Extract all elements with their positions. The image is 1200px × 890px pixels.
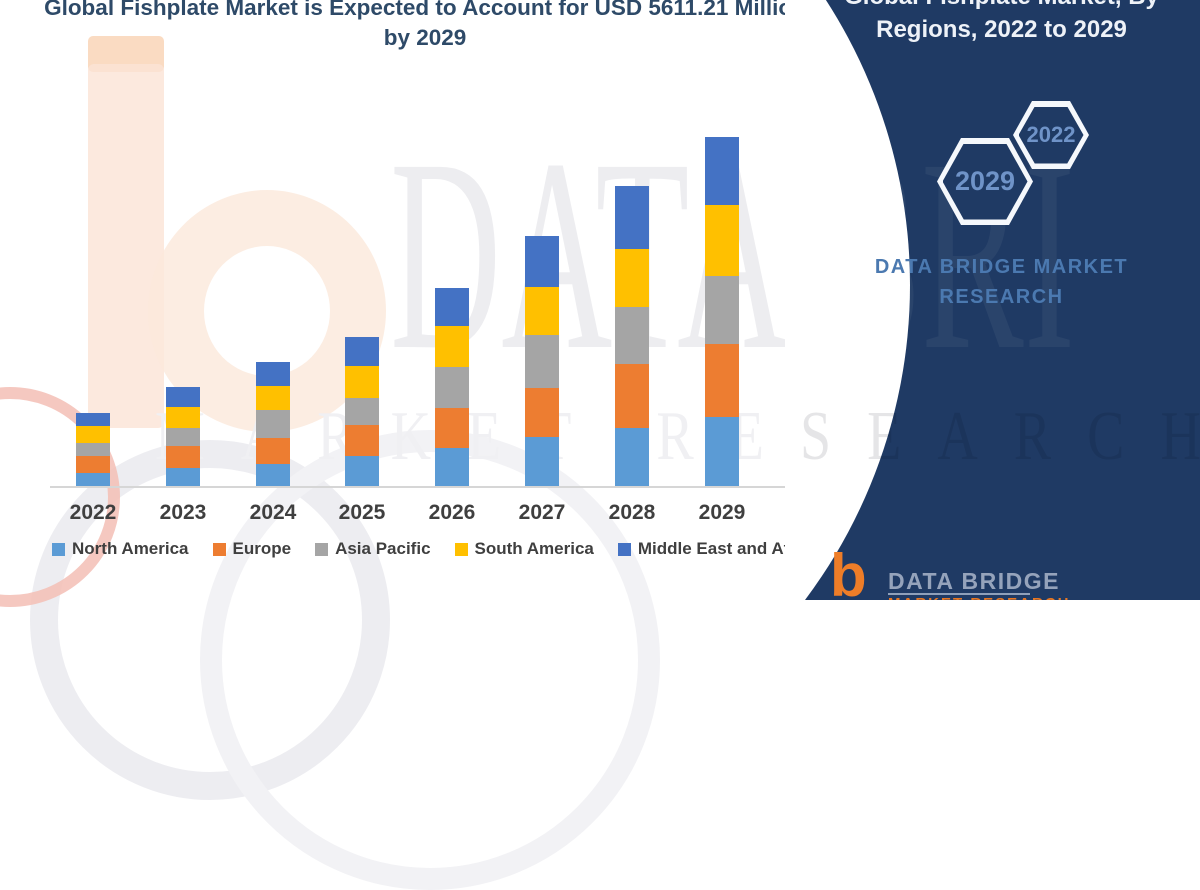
panel-watermark-text: MARKET RESEARCH bbox=[785, 398, 1200, 475]
panel-brand-line2: RESEARCH bbox=[939, 286, 1064, 308]
right-brand-panel: DATA BRI MARKET RESEARCH Global Fishplat… bbox=[785, 0, 1200, 600]
bar-segment-north-america bbox=[615, 428, 649, 486]
bar-segment-south-america bbox=[705, 205, 739, 276]
logo-b-icon: b bbox=[830, 542, 867, 601]
bar-segment-asia-pacific bbox=[76, 443, 110, 456]
legend-marker-icon bbox=[617, 542, 631, 556]
x-axis-label: 2027 bbox=[518, 501, 566, 524]
bar-segment-europe bbox=[435, 408, 469, 448]
bar-segment-middle-east-and-africa bbox=[435, 288, 469, 326]
legend-marker-icon bbox=[212, 542, 226, 556]
logo-company-name: DATA BRIDGE bbox=[888, 568, 1060, 594]
hexagon-badge-2029: 2029 bbox=[937, 138, 1033, 225]
legend-label: South America bbox=[474, 539, 594, 558]
panel-title: Global Fishplate Market, By Regions, 202… bbox=[813, 0, 1190, 46]
panel-watermark-text: DATA BRI bbox=[785, 103, 1076, 407]
bar-segment-south-america bbox=[345, 366, 379, 398]
bar-segment-north-america bbox=[345, 456, 379, 486]
bar-segment-asia-pacific bbox=[615, 307, 649, 364]
bar-segment-south-america bbox=[615, 249, 649, 307]
bar-segment-north-america bbox=[166, 468, 200, 486]
legend-item-middle-east-and-africa: Middle East and Africa bbox=[617, 539, 820, 559]
legend-label: North America bbox=[72, 539, 189, 558]
chart-title-line2: by 2029 bbox=[383, 25, 467, 50]
bar-segment-europe bbox=[525, 388, 559, 437]
bar-segment-middle-east-and-africa bbox=[76, 413, 110, 426]
legend-marker-icon bbox=[454, 542, 468, 556]
bar-segment-north-america bbox=[435, 448, 469, 486]
bar-segment-south-america bbox=[435, 326, 469, 367]
logo-underline bbox=[888, 593, 1030, 595]
panel-brand-line1: DATA BRIDGE MARKET bbox=[874, 256, 1129, 278]
bar-segment-asia-pacific bbox=[525, 335, 559, 388]
chart-title: Global Fishplate Market is Expected to A… bbox=[40, 0, 810, 53]
bar-segment-south-america bbox=[525, 287, 559, 335]
panel-title-line1: Global Fishplate Market, By bbox=[813, 0, 1190, 13]
legend-label: Middle East and Africa bbox=[637, 539, 820, 558]
bar-segment-middle-east-and-africa bbox=[615, 186, 649, 249]
bar-segment-north-america bbox=[525, 437, 559, 486]
bar-segment-europe bbox=[256, 438, 290, 464]
hexagon-badge-2029-label: 2029 bbox=[942, 143, 1028, 220]
chart-legend: North America Europe Asia Pacific South Ame… bbox=[52, 539, 820, 559]
bar-segment-north-america bbox=[76, 473, 110, 486]
watermark-logo-b-stem-icon bbox=[88, 64, 164, 428]
bar-segment-middle-east-and-africa bbox=[705, 137, 739, 205]
bar-segment-asia-pacific bbox=[345, 398, 379, 425]
logo-swoosh-icon bbox=[828, 592, 890, 600]
legend-item-asia-pacific: Asia Pacific bbox=[315, 539, 431, 559]
x-axis-label: 2023 bbox=[159, 501, 207, 524]
x-axis-label: 2028 bbox=[608, 501, 656, 524]
x-axis-label: 2022 bbox=[69, 501, 117, 524]
bar-segment-middle-east-and-africa bbox=[345, 337, 379, 366]
stacked-bar-chart: 2022 2023 2024 2025 2026 2027 2028 2029 bbox=[50, 137, 792, 524]
chart-title-line1: Global Fishplate Market is Expected to A… bbox=[44, 0, 806, 20]
bar-segment-europe bbox=[166, 446, 200, 468]
legend-item-north-america: North America bbox=[52, 539, 189, 559]
bar-segment-middle-east-and-africa bbox=[166, 387, 200, 407]
x-axis-label: 2024 bbox=[249, 501, 297, 524]
legend-item-europe: Europe bbox=[212, 539, 292, 559]
panel-brand-name: DATA BRIDGE MARKET RESEARCH bbox=[815, 252, 1188, 312]
legend-label: Asia Pacific bbox=[335, 539, 431, 558]
bar-segment-middle-east-and-africa bbox=[256, 362, 290, 386]
logo-subtitle: MARKET RESEARCH bbox=[888, 595, 1071, 600]
panel-title-line2: Regions, 2022 to 2029 bbox=[876, 16, 1127, 43]
x-axis-line bbox=[50, 486, 792, 488]
bar-segment-europe bbox=[705, 344, 739, 417]
bar-segment-north-america bbox=[256, 464, 290, 486]
x-axis-label: 2025 bbox=[338, 501, 386, 524]
data-bridge-logo: b DATA BRIDGE MARKET RESEARCH bbox=[828, 542, 1090, 601]
bar-segment-asia-pacific bbox=[435, 367, 469, 408]
x-axis-label: 2026 bbox=[428, 501, 476, 524]
bar-segment-south-america bbox=[76, 426, 110, 443]
bar-segment-europe bbox=[345, 425, 379, 456]
hexagon-badge-2022-label: 2022 bbox=[1018, 106, 1084, 164]
x-axis-label: 2029 bbox=[698, 501, 746, 524]
bar-segment-south-america bbox=[166, 407, 200, 428]
bar-segment-north-america bbox=[705, 417, 739, 486]
legend-marker-icon bbox=[315, 542, 329, 556]
bar-segment-middle-east-and-africa bbox=[525, 236, 559, 287]
bar-segment-europe bbox=[615, 364, 649, 428]
legend-label: Europe bbox=[232, 539, 292, 558]
bar-segment-asia-pacific bbox=[166, 428, 200, 446]
bar-segment-asia-pacific bbox=[705, 276, 739, 344]
bar-segment-europe bbox=[76, 456, 110, 473]
legend-marker-icon bbox=[52, 542, 65, 556]
legend-item-south-america: South America bbox=[454, 539, 594, 559]
bar-segment-asia-pacific bbox=[256, 410, 290, 438]
bar-segment-south-america bbox=[256, 386, 290, 410]
